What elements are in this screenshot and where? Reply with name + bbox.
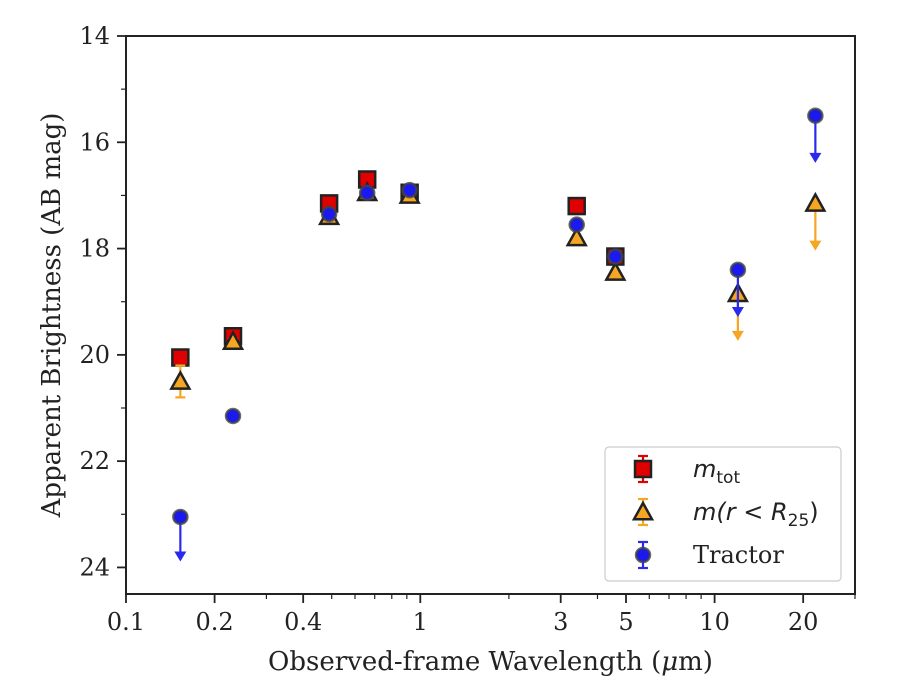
y-tick-label: 18 bbox=[79, 235, 110, 263]
legend-label-mtot: mtot bbox=[693, 455, 740, 488]
legend-marker-mr25 bbox=[631, 500, 655, 521]
upper-limit-arrow-head bbox=[809, 240, 822, 251]
upper-limit-arrow-head bbox=[809, 152, 822, 163]
x-tick-label: 0.4 bbox=[284, 608, 322, 636]
axis-layer: 0.1 0.2 0.4 1 3 5 10 20 14 16 18 20 22 24 bbox=[79, 22, 856, 636]
x-tick-label: 3 bbox=[553, 608, 568, 636]
legend-item-mtot: mtot bbox=[633, 454, 740, 488]
upper-limit-arrow-head bbox=[174, 551, 187, 562]
y-tick-label: 24 bbox=[79, 553, 110, 581]
y-axis-label: Apparent Brightness (AB mag) bbox=[37, 113, 67, 519]
plot-frame bbox=[125, 35, 856, 595]
x-axis-label: Observed-frame Wavelength (μm) bbox=[268, 647, 713, 677]
data-point-tractor bbox=[224, 407, 242, 425]
x-tick-label: 5 bbox=[618, 608, 633, 636]
x-tick-label: 20 bbox=[788, 608, 819, 636]
data-point-tractor bbox=[401, 181, 418, 199]
data-point-tractor bbox=[607, 248, 624, 265]
upper-limit-arrow-head bbox=[731, 330, 744, 341]
data-point-tractor bbox=[568, 216, 585, 233]
data-point-mr25 bbox=[169, 369, 192, 390]
x-tick-label: 10 bbox=[699, 608, 730, 636]
x-tick-label: 0.1 bbox=[107, 608, 145, 636]
y-tick-label: 14 bbox=[79, 22, 110, 50]
series-tractor bbox=[172, 107, 824, 562]
y-tick-label: 20 bbox=[79, 341, 110, 369]
data-point-mtot bbox=[567, 196, 586, 216]
legend-box bbox=[604, 446, 842, 582]
legend-label-mr25: m(r < R25) bbox=[693, 498, 819, 531]
legend: mtot m(r < R25) Tractor bbox=[604, 446, 842, 582]
x-tick-label: 1 bbox=[413, 608, 428, 636]
legend-marker-mtot bbox=[633, 459, 653, 479]
data-point-mr25 bbox=[221, 329, 245, 351]
y-tick-label: 22 bbox=[79, 447, 110, 475]
data-point-tractor bbox=[807, 107, 824, 124]
legend-item-mr25: m(r < R25) bbox=[631, 497, 819, 531]
legend-label-tractor: Tractor bbox=[693, 541, 784, 569]
y-tick-label: 16 bbox=[79, 128, 110, 156]
data-point-tractor bbox=[320, 205, 338, 223]
data-point-tractor bbox=[172, 508, 189, 526]
legend-marker-tractor bbox=[634, 546, 652, 564]
data-point-mr25 bbox=[604, 260, 627, 281]
legend-items: mtot m(r < R25) Tractor bbox=[631, 454, 819, 570]
data-point-tractor bbox=[729, 261, 747, 279]
data-point-tractor bbox=[358, 184, 376, 202]
x-tick-label: 0.2 bbox=[196, 608, 234, 636]
data-point-mr25 bbox=[804, 191, 827, 212]
legend-item-tractor: Tractor bbox=[634, 540, 784, 570]
data-point-mtot bbox=[171, 348, 190, 367]
upper-limit-arrow-head bbox=[731, 307, 744, 317]
data-point-mr25 bbox=[565, 226, 588, 247]
plot-layer bbox=[169, 107, 827, 562]
